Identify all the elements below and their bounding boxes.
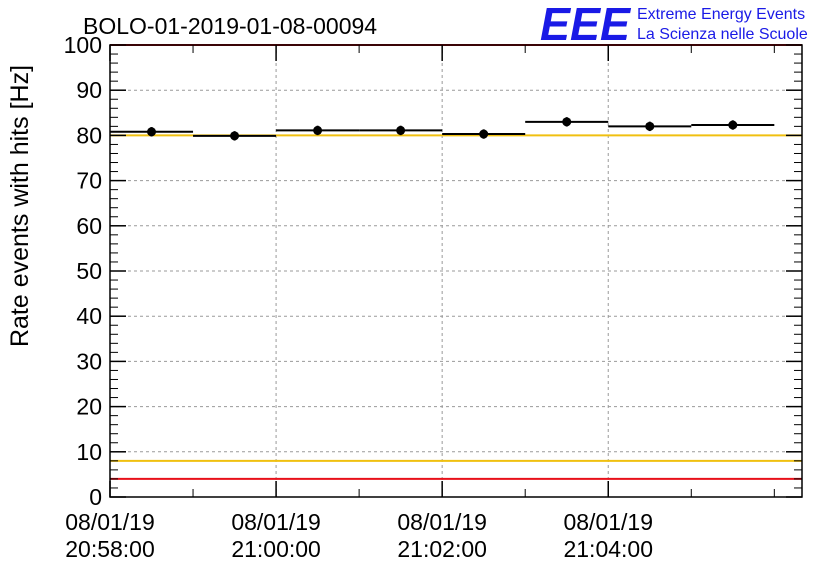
y-tick-label: 100	[64, 32, 102, 58]
data-layer	[110, 117, 775, 141]
logo-line-2: La Scienza nelle Scuole	[637, 26, 808, 43]
y-tick-label: 0	[89, 484, 102, 510]
data-point	[728, 120, 738, 130]
x-tick-time-label: 21:04:00	[563, 536, 653, 562]
x-tick-time-label: 20:58:00	[65, 536, 155, 562]
x-tick-date-label: 08/01/19	[563, 509, 653, 535]
grid-layer	[110, 45, 802, 497]
y-tick-label: 60	[76, 213, 102, 239]
data-point	[230, 131, 240, 141]
x-tick-time-label: 21:00:00	[231, 536, 321, 562]
data-point	[147, 127, 157, 137]
data-point	[645, 121, 655, 131]
y-tick-label: 70	[76, 168, 102, 194]
x-tick-time-label: 21:02:00	[397, 536, 487, 562]
data-point	[396, 125, 406, 135]
y-tick-label: 10	[76, 439, 102, 465]
eee-logo-mark: EEE	[540, 0, 631, 50]
y-tick-label: 50	[76, 258, 102, 284]
chart-title: BOLO-01-2019-01-08-00094	[83, 13, 377, 39]
axis-layer: 010203040506070809010008/01/1920:58:0008…	[64, 32, 802, 562]
y-tick-label: 40	[76, 303, 102, 329]
reference-lines-layer	[110, 44, 802, 480]
data-point	[479, 129, 489, 139]
x-tick-date-label: 08/01/19	[231, 509, 321, 535]
y-tick-label: 90	[76, 77, 102, 103]
y-tick-label: 80	[76, 122, 102, 148]
data-point	[562, 117, 572, 127]
y-tick-label: 30	[76, 348, 102, 374]
x-tick-date-label: 08/01/19	[397, 509, 487, 535]
eee-logo: EEE Extreme Energy Events La Scienza nel…	[540, 0, 808, 50]
logo-line-1: Extreme Energy Events	[637, 6, 805, 23]
data-point	[313, 125, 323, 135]
y-axis-label: Rate events with hits [Hz]	[6, 65, 34, 347]
y-tick-label: 20	[76, 394, 102, 420]
x-tick-date-label: 08/01/19	[65, 509, 155, 535]
plot-frame	[109, 44, 803, 498]
